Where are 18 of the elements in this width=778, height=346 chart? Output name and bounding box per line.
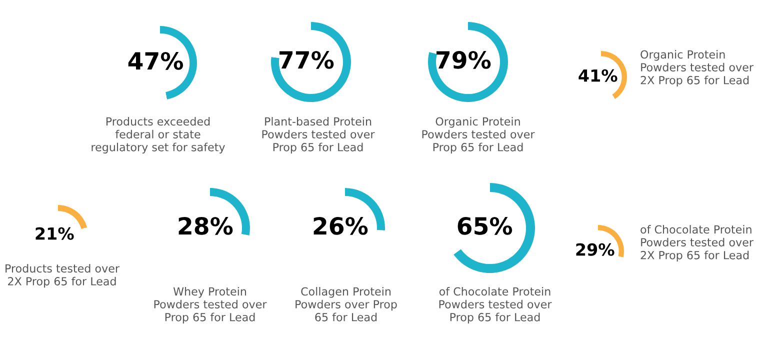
text: of Chocolate Protein Powders tested over 2X Prop 65 for Lead: [640, 225, 754, 262]
text: 29%: [576, 243, 614, 256]
text: 65%: [458, 216, 512, 235]
text: Organic Protein Powders tested over 2X Prop 65 for Lead: [640, 50, 754, 86]
text: Products tested over 2X Prop 65 for Lead: [6, 264, 120, 288]
text: 79%: [436, 50, 491, 69]
text: 26%: [314, 216, 368, 235]
text: 21%: [36, 227, 74, 240]
text: 77%: [280, 50, 334, 69]
text: 47%: [128, 52, 184, 70]
text: Plant-based Protein Powders tested over Prop 65 for Lead: [262, 117, 375, 154]
text: Organic Protein Powders tested over Prop 65 for Lead: [422, 117, 535, 154]
text: Collagen Protein Powders over Prop 65 for Lead: [296, 287, 397, 322]
text: Products exceeded federal or state regulatory set for safety: [92, 117, 225, 154]
text: Whey Protein Powders tested over Prop 65 for Lead: [154, 287, 267, 324]
text: 28%: [178, 216, 233, 235]
text: of Chocolate Protein Powders tested over Prop 65 for Lead: [439, 287, 552, 324]
text: 41%: [578, 69, 618, 82]
